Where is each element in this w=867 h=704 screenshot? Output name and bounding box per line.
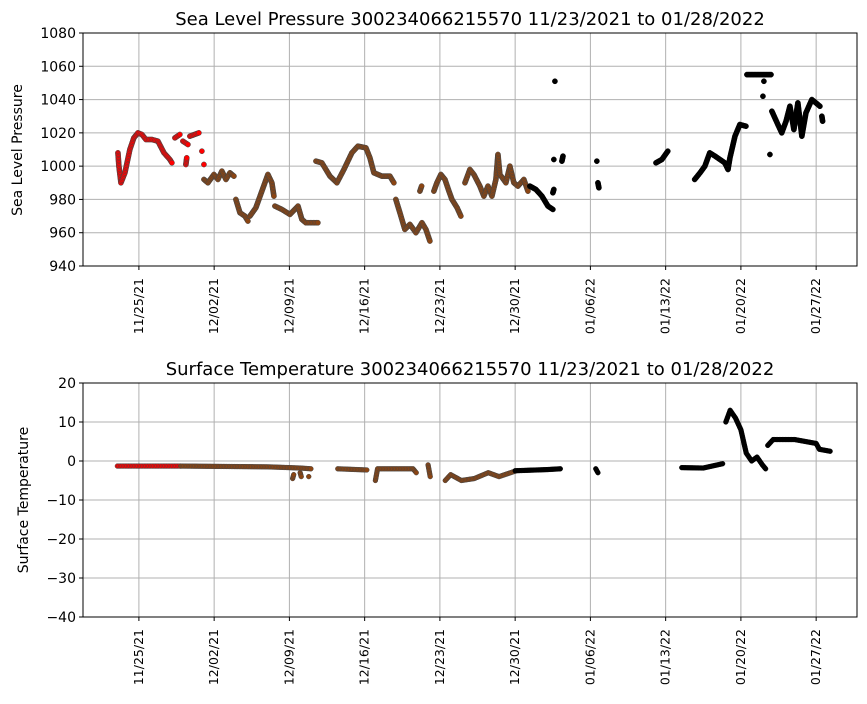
x-tick-label: 12/02/21 — [206, 278, 221, 334]
data-point — [201, 161, 207, 168]
data-point — [767, 151, 773, 158]
temperature-panel: Surface Temperature 300234066215570 11/2… — [16, 359, 858, 685]
pressure-chart-title: Sea Level Pressure 300234066215570 11/23… — [175, 9, 765, 30]
y-tick-label: −20 — [46, 532, 76, 548]
data-point — [196, 130, 202, 136]
y-tick-label: −10 — [46, 493, 76, 509]
data-point — [364, 467, 370, 473]
data-point — [525, 188, 531, 194]
data-point — [177, 131, 183, 138]
data-point — [306, 473, 312, 480]
temperature-chart-title: Surface Temperature 300234066215570 11/2… — [166, 359, 775, 380]
y-tick-label: 1080 — [40, 26, 76, 42]
data-point — [458, 213, 464, 219]
x-tick-label: 12/09/21 — [281, 278, 296, 334]
data-point — [761, 78, 767, 85]
x-tick-label: 12/23/21 — [432, 629, 447, 685]
x-tick-label: 12/16/21 — [357, 278, 372, 334]
x-tick-label: 12/02/21 — [206, 629, 221, 685]
data-point — [768, 71, 774, 78]
pressure-panel: Sea Level Pressure 300234066215570 11/23… — [10, 9, 858, 334]
x-tick-label: 01/27/22 — [808, 629, 823, 685]
grid — [83, 32, 857, 267]
data-point — [719, 461, 726, 467]
x-tick-label: 01/06/22 — [582, 629, 597, 685]
data-point — [315, 219, 321, 226]
x-tick-label: 01/20/22 — [733, 629, 748, 685]
y-tick-label: 960 — [49, 226, 76, 242]
data-point — [560, 153, 566, 160]
x-tick-label: 01/20/22 — [733, 278, 748, 334]
grid — [83, 382, 857, 618]
data-point — [169, 159, 175, 166]
y-tick-label: 10 — [58, 415, 76, 431]
data-point — [183, 154, 190, 161]
data-point — [199, 148, 205, 155]
x-tick-label: 12/16/21 — [357, 629, 372, 685]
plot-frame — [82, 382, 858, 618]
x-tick-label: 12/30/21 — [507, 278, 522, 334]
x-tick-label: 12/23/21 — [432, 278, 447, 334]
y-tick-label: 1020 — [40, 126, 76, 142]
data-point — [762, 466, 769, 472]
y-tick-label: 1060 — [40, 59, 76, 75]
y-tick-label: −40 — [46, 610, 76, 626]
data-point — [819, 118, 826, 125]
y-tick-label: 1000 — [40, 159, 76, 175]
data-point — [298, 473, 304, 480]
y-tick-label: 1040 — [40, 93, 76, 109]
data-point — [557, 466, 563, 472]
data-point — [427, 473, 433, 480]
data-point — [550, 206, 556, 213]
data-point — [391, 179, 397, 186]
data-point — [664, 148, 671, 155]
data-point — [743, 123, 749, 130]
data-point — [760, 93, 766, 100]
data-point — [291, 472, 297, 478]
y-tick-label: −30 — [46, 571, 76, 587]
data-point — [185, 141, 191, 148]
data-point — [594, 158, 600, 164]
data-point — [551, 186, 557, 193]
data-point — [308, 466, 314, 472]
pressure-y-axis-label: Sea Level Pressure — [10, 84, 26, 216]
x-tick-label: 12/09/21 — [281, 629, 296, 685]
data-point — [245, 218, 251, 224]
y-tick-label: 980 — [49, 192, 76, 208]
data-point — [827, 448, 833, 454]
data-point — [418, 183, 425, 189]
plot-frame — [82, 32, 858, 267]
data-point — [427, 238, 433, 244]
data-point — [817, 103, 823, 110]
data-points — [114, 407, 833, 484]
data-point — [552, 78, 558, 85]
y-tick-label: 940 — [49, 259, 76, 275]
data-point — [271, 193, 277, 199]
x-tick-label: 11/25/21 — [131, 629, 146, 685]
y-tick-label: 0 — [67, 454, 76, 470]
data-point — [551, 156, 557, 163]
data-point — [596, 184, 602, 191]
data-points — [115, 71, 826, 244]
x-tick-label: 01/27/22 — [808, 278, 823, 334]
x-tick-label: 01/13/22 — [658, 629, 673, 685]
x-tick-label: 01/06/22 — [582, 278, 597, 334]
data-point — [231, 173, 237, 179]
temperature-y-axis-label: Surface Temperature — [16, 427, 32, 573]
y-tick-label: 20 — [58, 376, 76, 392]
x-tick-label: 12/30/21 — [507, 629, 522, 685]
data-point — [595, 470, 601, 476]
data-point — [413, 470, 419, 476]
x-tick-label: 01/13/22 — [658, 278, 673, 334]
x-tick-label: 11/25/21 — [131, 278, 146, 334]
